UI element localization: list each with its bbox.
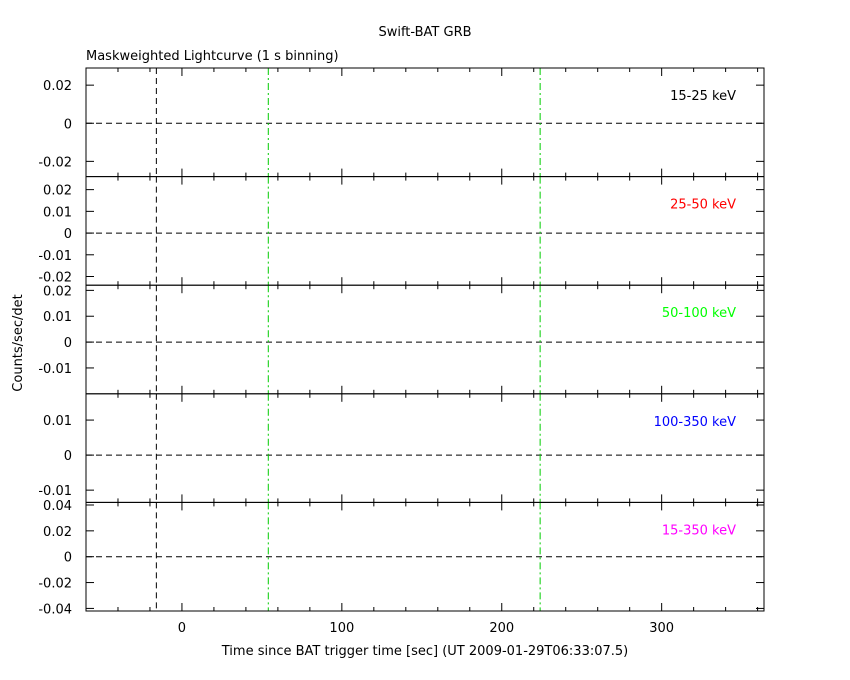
chart-subtitle: Maskweighted Lightcurve (1 s binning) bbox=[86, 49, 339, 64]
y-tick-label: -0.01 bbox=[38, 484, 72, 499]
panel-frame bbox=[85, 67, 765, 178]
y-tick-label: -0.01 bbox=[38, 362, 72, 377]
y-tick-label: -0.02 bbox=[38, 155, 72, 170]
y-tick-label: 0 bbox=[64, 551, 72, 566]
y-tick-label: -0.02 bbox=[38, 577, 72, 592]
y-tick-label: 0 bbox=[64, 227, 72, 242]
y-tick-label: 0.02 bbox=[43, 525, 72, 540]
band-label: 15-25 keV bbox=[670, 89, 736, 104]
panel-1: -0.02 -0.01 0 0.01 0.02 25-50 keV bbox=[38, 176, 765, 286]
panel-0: -0.02 0 0.02 15-25 keV bbox=[38, 67, 765, 178]
panel-2: -0.01 0 0.01 0.02 50-100 keV bbox=[38, 284, 765, 395]
y-tick-label: -0.02 bbox=[38, 271, 72, 286]
band-label: 15-350 keV bbox=[662, 523, 736, 538]
y-tick-label: -0.04 bbox=[38, 602, 72, 617]
y-tick-label: 0.02 bbox=[43, 184, 72, 199]
y-tick-label: 0 bbox=[64, 117, 72, 132]
y-tick-label: 0 bbox=[64, 336, 72, 351]
x-tick-label: 200 bbox=[489, 621, 514, 636]
x-tick-label: 0 bbox=[178, 621, 186, 636]
panel-frame bbox=[85, 176, 765, 286]
band-label: 25-50 keV bbox=[670, 198, 736, 213]
y-tick-label: 0.01 bbox=[43, 310, 72, 325]
x-axis-label: Time since BAT trigger time [sec] (UT 20… bbox=[221, 644, 628, 659]
panel-frame bbox=[85, 393, 765, 503]
band-label: 100-350 keV bbox=[654, 415, 737, 430]
y-tick-label: 0.01 bbox=[43, 205, 72, 220]
y-tick-label: 0.04 bbox=[43, 499, 72, 514]
chart-title: Swift-BAT GRB bbox=[378, 25, 471, 40]
y-tick-label: 0.01 bbox=[43, 414, 72, 429]
y-axis-label: Counts/sec/det bbox=[11, 294, 26, 391]
y-tick-label: 0.02 bbox=[43, 79, 72, 94]
band-label: 50-100 keV bbox=[662, 306, 736, 321]
x-tick-label: 300 bbox=[649, 621, 674, 636]
panel-frame bbox=[85, 284, 765, 395]
y-tick-label: -0.01 bbox=[38, 249, 72, 264]
x-tick-label: 100 bbox=[329, 621, 354, 636]
panels-group: -0.02 0 0.02 15-25 keV -0.02 -0.01 0 0.01 0.02 25… bbox=[38, 67, 765, 636]
panel-4: -0.04 -0.02 0 0.02 0.04 15-350 keV bbox=[38, 499, 765, 617]
y-tick-label: 0.02 bbox=[43, 284, 72, 299]
panel-3: -0.01 0 0.01 100-350 keV bbox=[38, 393, 765, 503]
y-tick-label: 0 bbox=[64, 449, 72, 464]
